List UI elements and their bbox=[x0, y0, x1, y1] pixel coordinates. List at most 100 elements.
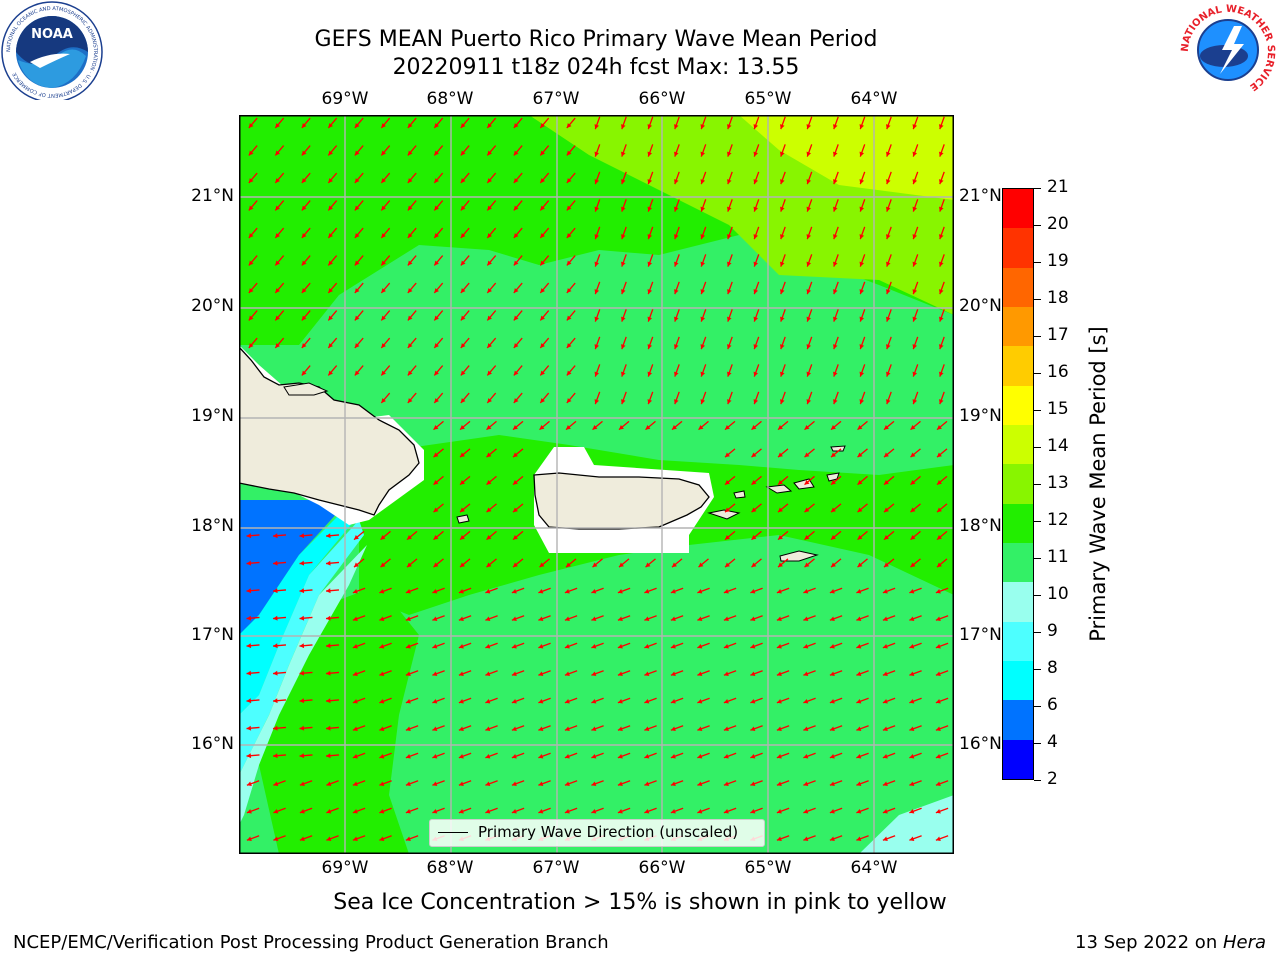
wave-arrow-head bbox=[275, 233, 280, 238]
wave-arrow-head bbox=[856, 616, 862, 621]
wave-arrow-head bbox=[700, 179, 706, 185]
colorbar-tick-mark bbox=[1034, 483, 1041, 485]
wave-arrow-head bbox=[379, 616, 385, 621]
wave-arrow-head bbox=[246, 781, 252, 786]
wave-arrow-head bbox=[381, 315, 386, 321]
wave-arrow-head bbox=[458, 808, 464, 814]
wave-arrow-head bbox=[723, 588, 729, 594]
wave-arrow-head bbox=[886, 206, 891, 212]
wave-arrow-head bbox=[354, 260, 360, 266]
wave-arrow-head bbox=[379, 698, 385, 704]
wave-arrow-head bbox=[727, 371, 732, 377]
wave-arrow-head bbox=[594, 124, 600, 130]
wave-arrow-head bbox=[433, 535, 439, 540]
wave-arrow-head bbox=[301, 370, 307, 376]
wave-arrow-head bbox=[806, 316, 812, 322]
colorbar-tick-mark bbox=[1034, 705, 1041, 707]
wave-arrow-head bbox=[379, 671, 385, 676]
wave-arrow-head bbox=[750, 643, 756, 649]
wave-arrow-head bbox=[750, 588, 756, 594]
wave-arrow-head bbox=[856, 781, 862, 786]
wave-arrow-head bbox=[511, 808, 517, 814]
wave-arrow-head bbox=[434, 233, 439, 238]
wave-arrow-head bbox=[354, 562, 359, 568]
wave-arrow-head bbox=[833, 371, 838, 377]
wave-arrow-head bbox=[886, 316, 891, 322]
wave-arrow-head bbox=[460, 150, 466, 156]
lon-label-top: 66°W bbox=[638, 89, 686, 109]
wave-arrow-head bbox=[380, 562, 386, 568]
wave-arrow-head bbox=[273, 615, 278, 621]
wave-arrow-head bbox=[433, 562, 439, 568]
grid-lines bbox=[239, 115, 954, 854]
wave-arrow-head bbox=[432, 726, 438, 731]
wave-arrow-head bbox=[273, 588, 278, 594]
wave-arrow-head bbox=[937, 562, 942, 568]
wave-arrow-head bbox=[487, 370, 492, 376]
wave-arrow-head bbox=[381, 233, 386, 238]
wave-arrow-head bbox=[432, 753, 438, 759]
colorbar-ticks: 2 4 6 8 9 10 11 12 13 14 15 16 17 18 19 20 21 bbox=[1034, 177, 1084, 789]
lat-label-left: 16°N bbox=[191, 734, 234, 754]
wave-arrow-head bbox=[831, 452, 836, 458]
wave-arrow-head bbox=[884, 480, 889, 485]
wave-arrow-head bbox=[513, 425, 518, 430]
colorbar-segment bbox=[1003, 307, 1033, 347]
colorbar-tick-mark bbox=[1034, 557, 1041, 559]
wave-arrow-head bbox=[513, 288, 519, 293]
wave-arrow-head bbox=[617, 808, 623, 814]
wave-arrow-head bbox=[856, 671, 862, 676]
wave-arrow-head bbox=[273, 560, 278, 566]
wave-arrow-head bbox=[566, 370, 572, 376]
wave-arrow-head bbox=[804, 562, 810, 568]
wave-arrow-head bbox=[485, 781, 491, 786]
wave-arrow-head bbox=[831, 535, 836, 540]
lat-label-right: 17°N bbox=[959, 625, 1002, 645]
colorbar-segment bbox=[1003, 464, 1033, 504]
wave-arrow-head bbox=[753, 179, 759, 185]
wave-arrow-head bbox=[381, 398, 386, 403]
wave-arrow-head bbox=[246, 698, 252, 704]
wave-arrow-head bbox=[647, 151, 653, 157]
wave-arrow-head bbox=[539, 425, 545, 430]
wave-arrow-head bbox=[273, 670, 278, 676]
wave-arrow-head bbox=[594, 206, 600, 212]
wave-arrow-head bbox=[909, 698, 915, 704]
colorbar-segment bbox=[1003, 543, 1033, 583]
wave-arrow-head bbox=[434, 315, 439, 321]
wave-arrow-head bbox=[407, 150, 413, 156]
colorbar-segment bbox=[1003, 346, 1033, 386]
wave-arrow-head bbox=[886, 289, 891, 295]
wave-arrow-head bbox=[487, 343, 492, 348]
wave-arrow-head bbox=[246, 725, 252, 731]
wave-arrow-head bbox=[487, 178, 492, 183]
wave-arrow-head bbox=[592, 562, 598, 568]
wave-arrow-head bbox=[804, 480, 810, 485]
wave-arrow-head bbox=[248, 123, 254, 128]
wave-arrow-head bbox=[700, 399, 706, 405]
wave-arrow-head bbox=[859, 261, 865, 267]
wave-arrow-head bbox=[882, 698, 888, 704]
wave-arrow-head bbox=[594, 399, 600, 405]
colorbar-segment bbox=[1003, 228, 1033, 268]
wave-arrow-head bbox=[299, 808, 305, 814]
lat-label-left: 21°N bbox=[191, 186, 234, 206]
wave-arrow-head bbox=[833, 124, 838, 130]
wave-arrow-head bbox=[674, 371, 679, 377]
wave-arrow-head bbox=[647, 179, 653, 185]
colorbar-segment bbox=[1003, 189, 1033, 229]
wave-arrow-head bbox=[725, 562, 730, 568]
wave-arrow-head bbox=[674, 316, 679, 322]
wave-arrow-head bbox=[674, 261, 679, 267]
wave-arrow-head bbox=[859, 371, 865, 377]
wave-arrow-head bbox=[381, 370, 386, 376]
colorbar-tick-mark bbox=[1034, 298, 1041, 300]
wave-arrow-head bbox=[460, 123, 466, 128]
wave-arrow-head bbox=[354, 150, 360, 156]
wave-arrow-head bbox=[513, 178, 519, 183]
wave-arrow-head bbox=[857, 562, 863, 568]
wave-arrow-head bbox=[700, 316, 706, 322]
wave-arrow-head bbox=[884, 425, 889, 430]
wave-arrow-head bbox=[538, 808, 544, 814]
lon-label-bottom: 64°W bbox=[850, 858, 898, 878]
